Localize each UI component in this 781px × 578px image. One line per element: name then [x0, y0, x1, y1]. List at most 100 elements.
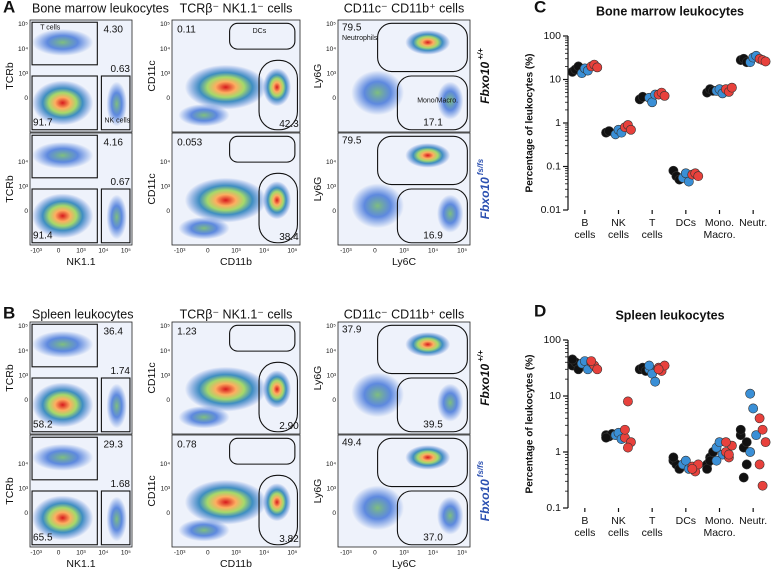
gate: [377, 22, 468, 73]
gate-percent: 91.4: [33, 231, 53, 242]
y-tick-label: 10⁵: [18, 21, 28, 28]
y-tick-label: 0: [24, 510, 28, 517]
x-tick-label: 10⁵: [287, 550, 297, 557]
density: [32, 443, 94, 471]
gate-percent: 4.16: [103, 138, 123, 149]
y-tick-label: 100: [543, 30, 561, 42]
y-tick-label: 10⁴: [160, 159, 170, 166]
panel-label: A: [3, 0, 15, 16]
gate-percent: 79.5: [342, 135, 362, 146]
x-tick-label: cells: [642, 527, 663, 539]
data-point: [650, 376, 661, 387]
panel-label: C: [534, 0, 546, 16]
gate: [396, 377, 468, 433]
y-axis-label: Percentage of leukocytes (%): [525, 54, 536, 193]
density: [32, 80, 94, 126]
data-point: [724, 449, 734, 460]
data-point: [751, 430, 762, 441]
gate-percent: 49.4: [342, 437, 362, 448]
gate-percent: 91.7: [33, 118, 53, 129]
density: [106, 383, 127, 429]
y-tick-label: 10³: [161, 372, 171, 379]
genotype-label: Fbxo10+/+: [476, 350, 492, 406]
y-tick-label: 0: [332, 397, 336, 404]
density: [32, 193, 94, 239]
y-tick-label: 10: [549, 73, 561, 85]
genotype-label: Fbxo10 fs/fs: [476, 460, 492, 521]
x-axis-label: CD11b: [220, 256, 252, 268]
plot-title: TCRβ⁻ NK1.1⁻ cells: [180, 307, 293, 321]
data-point: [653, 364, 664, 375]
data-point: [748, 403, 759, 414]
x-tick-label: 10⁵: [457, 550, 467, 557]
gate-percent: 4.30: [103, 25, 123, 36]
y-tick-label: 0: [166, 95, 170, 102]
genotype-label: Fbxo10 fs/fs: [476, 158, 492, 219]
y-axis-label: TCRb: [4, 175, 16, 203]
data-point: [757, 480, 768, 491]
gate-percent: 3.82: [279, 534, 299, 545]
gate-percent: 0.053: [177, 138, 202, 149]
gate: [377, 437, 468, 488]
y-tick-label: 10⁴: [326, 461, 336, 468]
y-axis-label: TCRb: [4, 477, 16, 505]
x-tick-label: 10³: [76, 550, 86, 557]
x-tick-label: 10⁴: [428, 550, 438, 557]
y-axis-label: Ly6G: [312, 479, 324, 504]
gate-percent: 36.4: [103, 327, 123, 338]
y-tick-label: 10⁵: [160, 21, 170, 28]
x-tick-label: cells: [642, 229, 663, 241]
density: [32, 28, 94, 56]
x-axis-label: NK1.1: [66, 256, 95, 268]
gate: [229, 324, 296, 352]
y-tick-label: 10⁴: [18, 46, 28, 53]
plot-title: Bone marrow leukocytes: [32, 1, 169, 15]
data-point: [567, 354, 578, 365]
x-tick-label: DCs: [676, 515, 696, 527]
density: [178, 406, 230, 429]
y-tick-label: 10³: [161, 70, 171, 77]
density: [184, 479, 267, 525]
plot-title: CD11c⁻ CD11b⁺ cells: [344, 307, 464, 321]
y-tick-label: 0: [24, 95, 28, 102]
density: [32, 382, 94, 428]
data-point: [702, 463, 712, 474]
y-tick-label: 10³: [19, 485, 29, 492]
gate-label: Neutrophils: [342, 35, 378, 42]
y-tick-label: 10⁴: [160, 46, 170, 53]
y-tick-label: 10: [549, 390, 561, 402]
gene: Fbxo10: [478, 363, 492, 405]
y-tick-label: 10³: [161, 485, 171, 492]
gate: [229, 135, 296, 163]
x-tick-label: cells: [574, 527, 595, 539]
x-tick-label: T: [649, 515, 656, 527]
density: [262, 370, 292, 409]
gate: [100, 490, 131, 546]
gate: [396, 75, 468, 131]
density: [184, 64, 267, 110]
x-tick-label: -10³: [30, 550, 42, 557]
gate-percent: 39.5: [423, 420, 443, 431]
gate-percent: 42.3: [279, 119, 299, 130]
density: [405, 445, 451, 470]
density: [262, 483, 292, 522]
gate: [377, 324, 468, 375]
x-tick-label: Mono.: [705, 515, 734, 527]
data-point: [620, 424, 630, 435]
x-tick-label: cells: [608, 229, 629, 241]
data-point: [626, 124, 636, 135]
y-tick-label: 10³: [161, 183, 171, 190]
density: [178, 104, 230, 127]
density: [32, 495, 94, 541]
y-tick-label: 1: [555, 446, 561, 458]
gate-percent: 29.3: [103, 440, 123, 451]
y-tick-label: 10⁴: [326, 46, 336, 53]
gate: [31, 188, 98, 244]
y-tick-label: 10⁴: [160, 461, 170, 468]
data-point: [754, 413, 765, 424]
x-tick-label: 10⁴: [98, 248, 108, 255]
x-tick-label: -10³: [30, 248, 42, 255]
y-tick-label: 0.1: [546, 160, 561, 172]
density: [351, 183, 404, 229]
gate-percent: 0.67: [110, 177, 130, 188]
